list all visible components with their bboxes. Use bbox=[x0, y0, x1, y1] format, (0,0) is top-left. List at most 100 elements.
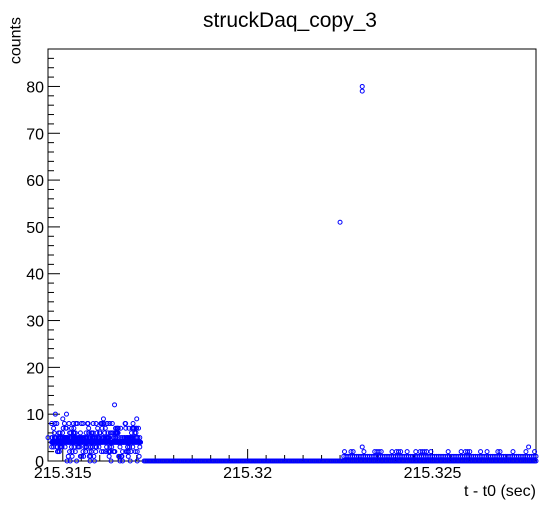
data-point bbox=[350, 449, 356, 455]
x-tick-label: 215.32 bbox=[223, 465, 272, 482]
data-point bbox=[533, 453, 539, 459]
data-point bbox=[132, 449, 138, 455]
data-point bbox=[67, 458, 73, 464]
data-point bbox=[359, 83, 365, 89]
data-points bbox=[45, 83, 539, 464]
data-point bbox=[63, 425, 69, 431]
data-point bbox=[104, 421, 110, 427]
data-point bbox=[107, 421, 113, 427]
data-point bbox=[104, 444, 110, 450]
data-point bbox=[62, 444, 68, 450]
data-point bbox=[133, 430, 139, 436]
y-tick-label: 70 bbox=[26, 126, 44, 143]
y-tick-label: 60 bbox=[26, 173, 44, 190]
data-point bbox=[421, 449, 427, 455]
data-point bbox=[134, 458, 140, 464]
data-point bbox=[59, 444, 65, 450]
y-tick-label: 30 bbox=[26, 314, 44, 331]
data-point bbox=[348, 449, 354, 455]
data-point bbox=[112, 449, 118, 455]
x-tick-label: 215.325 bbox=[404, 465, 462, 482]
y-tick-label: 20 bbox=[26, 360, 44, 377]
data-point bbox=[102, 425, 108, 431]
data-point bbox=[51, 425, 57, 431]
data-point bbox=[68, 444, 74, 450]
data-point bbox=[72, 449, 78, 455]
data-point bbox=[123, 425, 129, 431]
data-point bbox=[118, 425, 124, 431]
data-point bbox=[49, 444, 55, 450]
data-point bbox=[398, 449, 404, 455]
data-point bbox=[136, 453, 142, 459]
y-tick-label: 0 bbox=[35, 454, 44, 471]
data-point bbox=[109, 421, 115, 427]
x-axis-label: t - t0 (sec) bbox=[464, 483, 536, 500]
y-tick-label: 50 bbox=[26, 220, 44, 237]
data-point bbox=[125, 453, 131, 459]
data-point bbox=[71, 425, 77, 431]
data-point bbox=[115, 430, 121, 436]
data-point bbox=[60, 430, 66, 436]
data-point bbox=[49, 421, 55, 427]
y-tick-label: 10 bbox=[26, 407, 44, 424]
data-point bbox=[134, 416, 140, 422]
data-point bbox=[497, 449, 503, 455]
data-point bbox=[83, 430, 89, 436]
data-point bbox=[359, 444, 365, 450]
data-point bbox=[465, 449, 471, 455]
data-point bbox=[428, 449, 434, 455]
data-point bbox=[137, 444, 143, 450]
data-point bbox=[495, 449, 501, 455]
data-point bbox=[361, 449, 367, 455]
data-point bbox=[68, 425, 74, 431]
data-point bbox=[526, 444, 532, 450]
data-point bbox=[533, 458, 539, 464]
data-point bbox=[88, 444, 94, 450]
data-point bbox=[79, 453, 85, 459]
data-point bbox=[117, 458, 123, 464]
data-point bbox=[57, 430, 63, 436]
data-point bbox=[52, 421, 58, 427]
data-point bbox=[86, 449, 92, 455]
data-point bbox=[532, 449, 538, 455]
data-point bbox=[115, 425, 121, 431]
data-point bbox=[67, 449, 73, 455]
data-point bbox=[136, 425, 142, 431]
data-point bbox=[359, 88, 365, 94]
data-point bbox=[119, 453, 125, 459]
data-point bbox=[77, 430, 83, 436]
data-point bbox=[93, 421, 99, 427]
data-point bbox=[130, 421, 136, 427]
data-point bbox=[96, 444, 102, 450]
data-point bbox=[135, 435, 141, 441]
data-point bbox=[69, 449, 75, 455]
data-point bbox=[117, 444, 123, 450]
data-point bbox=[376, 449, 382, 455]
data-point bbox=[94, 430, 100, 436]
data-point bbox=[127, 458, 133, 464]
data-point bbox=[134, 449, 140, 455]
data-point bbox=[100, 416, 106, 422]
data-point bbox=[125, 449, 131, 455]
data-point bbox=[80, 449, 86, 455]
data-point bbox=[45, 435, 51, 441]
data-point bbox=[112, 402, 118, 408]
data-point bbox=[396, 449, 401, 455]
data-point bbox=[108, 458, 114, 464]
y-tick-label: 80 bbox=[26, 79, 44, 96]
data-point bbox=[78, 421, 84, 427]
data-point bbox=[74, 458, 80, 464]
data-point bbox=[113, 435, 119, 441]
data-point bbox=[123, 421, 129, 427]
data-point bbox=[100, 449, 106, 455]
data-point bbox=[120, 458, 126, 464]
y-axis-label: counts bbox=[7, 17, 24, 64]
data-point bbox=[85, 421, 91, 427]
data-point bbox=[478, 449, 484, 455]
data-point bbox=[107, 444, 113, 450]
data-point bbox=[125, 444, 131, 450]
data-point bbox=[86, 425, 92, 431]
data-point bbox=[93, 449, 99, 455]
data-point bbox=[88, 453, 94, 459]
